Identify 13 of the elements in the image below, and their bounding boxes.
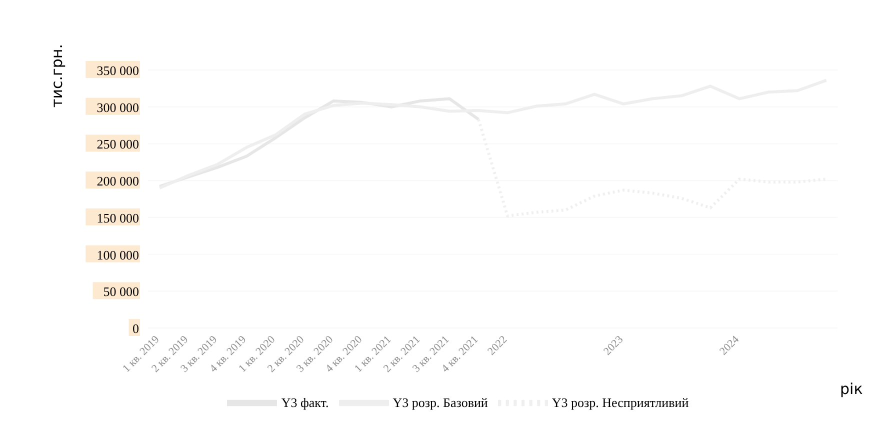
legend-label: Y3 розр. Базовий xyxy=(392,394,488,410)
y-tick-label: 300 000 xyxy=(96,100,139,115)
y-tick-label: 250 000 xyxy=(96,136,139,152)
y-tick-label: 50 000 xyxy=(103,284,139,300)
y-tick-label: 100 000 xyxy=(96,247,139,262)
y-axis-title: тис.грн. xyxy=(48,44,66,108)
legend-label: Y3 факт. xyxy=(281,394,329,410)
y-tick-label: 200 000 xyxy=(96,174,139,189)
x-axis-title: рік xyxy=(840,380,863,398)
y-tick-label: 350 000 xyxy=(96,63,139,78)
legend-label: Y3 розр. Несприятливий xyxy=(552,394,689,410)
y-tick-label: 0 xyxy=(132,321,139,336)
y-tick-label: 150 000 xyxy=(96,210,139,226)
